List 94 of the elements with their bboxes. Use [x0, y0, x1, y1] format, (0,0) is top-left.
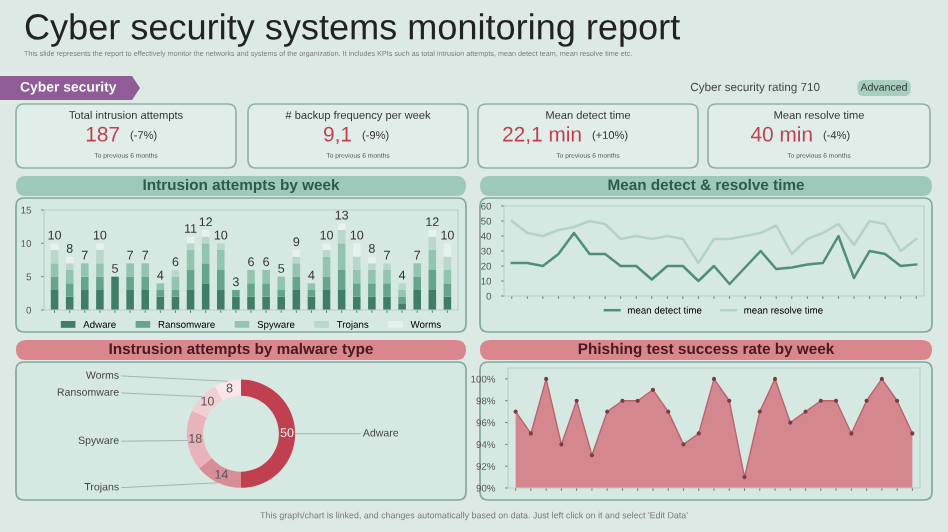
bar — [96, 263, 104, 277]
bar — [443, 270, 452, 284]
bar — [65, 283, 74, 297]
bar — [156, 283, 165, 290]
bar — [81, 276, 89, 290]
bar — [413, 290, 421, 310]
bar — [171, 276, 180, 290]
bar — [81, 263, 89, 277]
bar — [322, 256, 331, 277]
bar — [171, 270, 180, 277]
bar — [262, 296, 270, 310]
bar — [352, 256, 361, 270]
bar — [277, 290, 285, 297]
bar — [217, 270, 225, 290]
bar — [337, 270, 346, 290]
line-series — [510, 231, 918, 286]
bar — [217, 250, 225, 270]
donut-slice — [186, 410, 212, 469]
bar — [352, 296, 361, 310]
bar — [428, 236, 437, 250]
bar — [398, 283, 406, 290]
bar — [443, 283, 452, 297]
bar — [262, 283, 270, 297]
bar — [186, 250, 195, 270]
bar — [186, 270, 195, 290]
bar — [383, 263, 391, 270]
bar — [217, 243, 225, 250]
bar — [383, 270, 391, 284]
bar — [96, 276, 104, 290]
bar — [428, 270, 437, 290]
bar — [247, 296, 255, 310]
bar — [171, 290, 180, 297]
bar — [50, 276, 59, 290]
bar — [292, 263, 301, 277]
bar — [368, 263, 376, 270]
bar — [368, 270, 376, 284]
bar — [322, 250, 331, 257]
bar — [398, 296, 406, 304]
bar — [217, 290, 225, 310]
bar — [443, 243, 452, 257]
bar — [352, 243, 361, 257]
bar — [352, 283, 361, 297]
bar — [50, 250, 59, 264]
bar — [413, 263, 421, 277]
bar — [141, 263, 150, 277]
text: 22,1 min — [503, 126, 581, 145]
bar — [277, 296, 285, 310]
bar — [65, 270, 74, 284]
bar — [277, 276, 285, 290]
bar — [368, 296, 376, 310]
donut-slice — [199, 457, 241, 488]
text: 187 — [86, 126, 119, 142]
bar — [337, 243, 346, 270]
bar — [126, 290, 134, 310]
bar — [201, 283, 210, 310]
donut-slice — [191, 386, 223, 418]
bar — [156, 290, 165, 297]
bar — [141, 290, 150, 310]
bar — [368, 283, 376, 297]
bar — [443, 256, 452, 270]
bar — [307, 290, 316, 297]
bar — [428, 250, 437, 270]
bar — [247, 270, 255, 284]
bar — [247, 283, 255, 297]
bar — [262, 270, 270, 284]
bar — [96, 290, 104, 310]
bar — [307, 283, 316, 290]
bar — [126, 276, 134, 290]
bar — [232, 296, 240, 310]
bar — [111, 276, 119, 310]
bar — [81, 290, 89, 310]
bar — [398, 290, 406, 297]
bar — [337, 230, 346, 244]
donut-slice — [214, 379, 241, 401]
donut-slice — [241, 379, 296, 488]
bar — [65, 263, 74, 270]
bar — [141, 276, 150, 290]
bar — [232, 290, 240, 297]
bar — [186, 243, 195, 250]
line-series — [510, 219, 918, 265]
text: Cyber security systems monitoring report — [25, 13, 680, 47]
text: 9,1 — [324, 126, 351, 145]
bar — [201, 243, 210, 264]
text: 40 min — [750, 126, 812, 142]
bar — [322, 276, 331, 290]
bar — [352, 270, 361, 284]
bar — [126, 263, 134, 277]
bar — [292, 276, 301, 290]
bar — [398, 303, 406, 310]
bar — [50, 263, 59, 277]
bar — [383, 296, 391, 310]
bar — [413, 276, 421, 290]
bar — [201, 263, 210, 284]
bar — [383, 283, 391, 297]
